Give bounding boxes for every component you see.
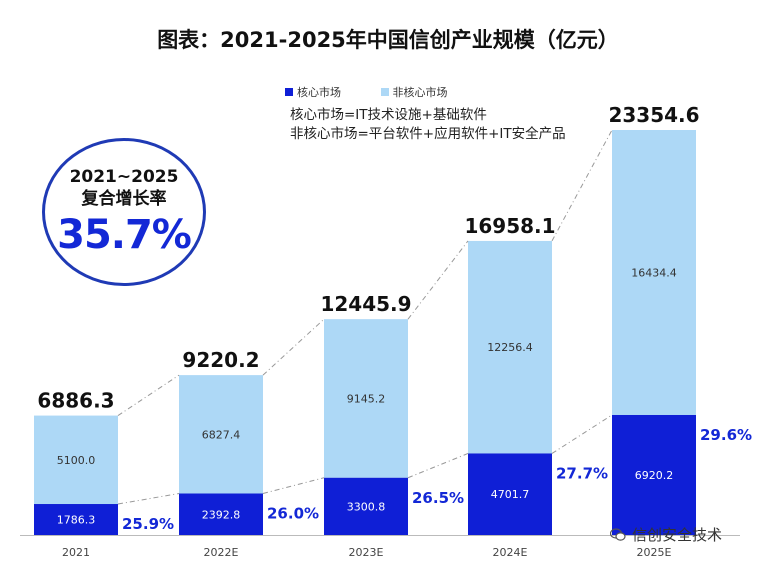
noncore-value-label: 6827.4 [202,428,241,441]
watermark-text: 信创安全技术 [632,526,723,544]
noncore-definition: 非核心市场=平台软件+应用软件+IT安全产品 [290,126,566,142]
legend: 核心市场 非核心市场 [285,84,484,100]
noncore-value-label: 12256.4 [487,341,533,354]
core-value-label: 6920.2 [635,469,674,482]
total-trend-connector [407,240,469,320]
total-value-label: 12445.9 [320,292,411,316]
x-tick-label: 2022E [204,546,239,559]
market-definitions: 核心市场=IT技术设施+基础软件 非核心市场=平台软件+应用软件+IT安全产品 [290,106,566,144]
bar-core-2023E [324,477,408,535]
noncore-value-label: 5100.0 [57,454,96,467]
core-share-label: 29.6% [700,426,752,444]
x-tick-label: 2025E [637,546,672,559]
core-share-label: 25.9% [122,515,174,533]
legend-swatch-noncore [380,88,389,96]
cagr-circle: 2021~2025 复合增长率 35.7% [42,138,206,286]
core-trend-connector [551,414,613,454]
legend-swatch-core [285,88,293,96]
total-trend-connector [262,318,325,376]
cagr-label: 复合增长率 [81,189,167,209]
total-value-label: 9220.2 [182,348,259,372]
wechat-icon [610,527,626,541]
x-tick-label: 2023E [349,546,384,559]
cagr-value: 35.7% [57,212,192,258]
total-trend-connector [117,374,180,416]
x-tick-label: 2024E [493,546,528,559]
core-value-label: 2392.8 [202,508,241,521]
core-share-label: 27.7% [556,464,608,482]
core-value-label: 4701.7 [491,488,530,501]
core-trend-connector [407,453,469,479]
core-value-label: 1786.3 [57,514,96,527]
legend-item-core: 核心市场 [285,84,341,100]
total-value-label: 16958.1 [464,214,555,238]
watermark: 信创安全技术 [610,524,722,545]
bar-noncore-2022E [179,375,263,494]
bar-core-2021 [34,504,118,535]
bar-core-2024E [468,453,552,535]
core-definition: 核心市场=IT技术设施+基础软件 [290,107,487,123]
x-tick-label: 2021 [62,546,90,559]
core-trend-connector [262,477,325,494]
bar-noncore-2024E [468,240,552,454]
bar-noncore-2025E [612,130,696,415]
core-trend-connector [117,493,180,505]
total-value-label: 23354.6 [608,103,699,127]
core-value-label: 3300.8 [347,500,386,513]
bar-noncore-2023E [324,319,408,478]
legend-label-core: 核心市场 [297,86,341,99]
cagr-period: 2021~2025 [69,167,179,187]
core-share-label: 26.5% [412,489,464,507]
bar-noncore-2021 [34,415,118,505]
legend-item-noncore: 非核心市场 [380,84,448,100]
core-share-label: 26.0% [267,505,319,523]
chart-title: 图表：2021-2025年中国信创产业规模（亿元） [157,28,619,52]
total-trend-connector [551,129,613,242]
noncore-value-label: 9145.2 [347,392,386,405]
legend-label-noncore: 非核心市场 [392,86,448,99]
bar-core-2025E [612,414,696,535]
noncore-value-label: 16434.4 [631,266,677,279]
bar-core-2022E [179,493,263,535]
total-value-label: 6886.3 [37,389,114,413]
